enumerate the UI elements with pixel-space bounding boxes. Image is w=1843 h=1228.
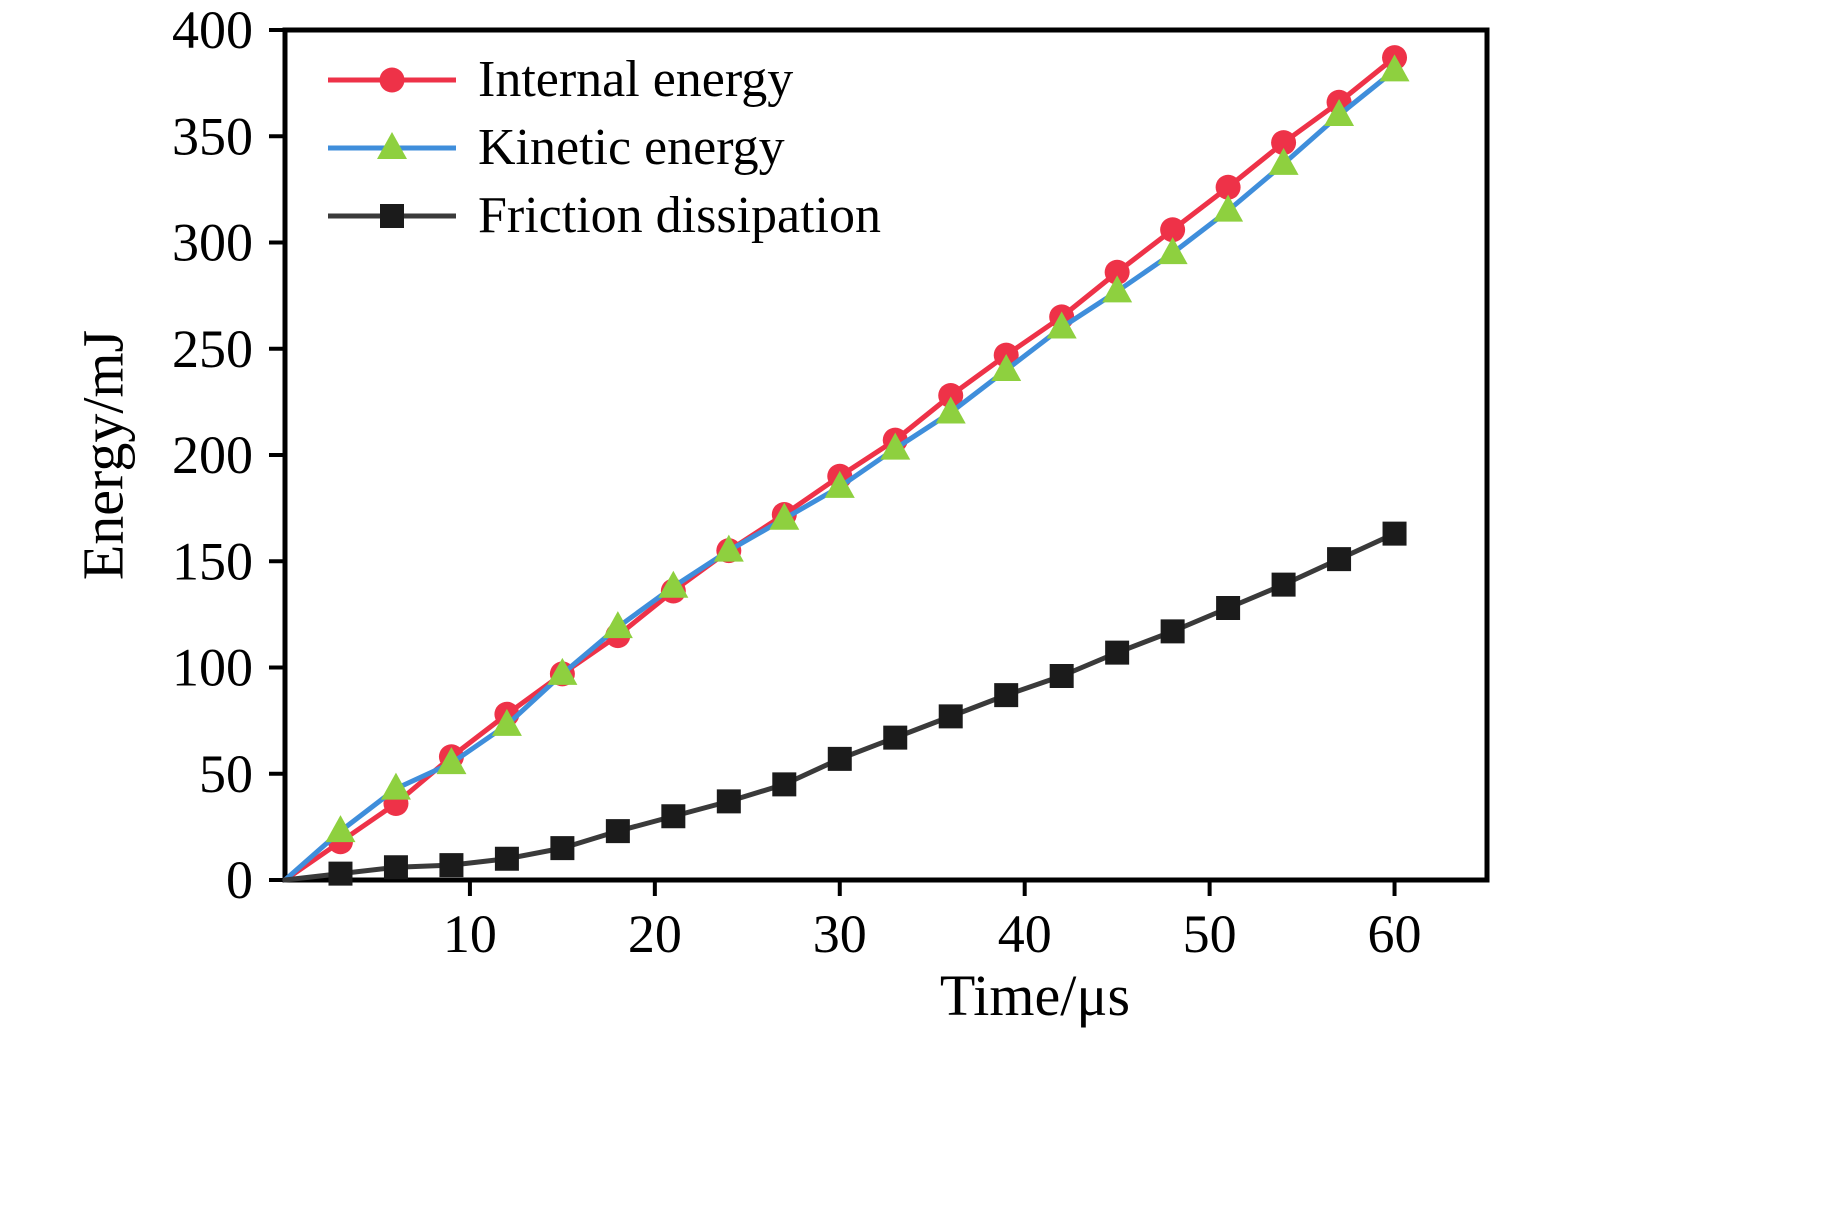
marker-kinetic-energy [602, 611, 633, 639]
marker-friction-dissipation [550, 836, 575, 861]
marker-kinetic-energy [824, 470, 855, 498]
legend-marker-kinetic-energy [377, 132, 407, 159]
legend: Internal energy Kinetic energy Friction … [328, 50, 881, 246]
x-axis-tick-label: 20 [628, 904, 682, 964]
series-kinetic-energy [282, 54, 1410, 883]
marker-kinetic-energy [325, 815, 356, 843]
x-axis-tick-label: 40 [998, 904, 1052, 964]
marker-kinetic-energy [491, 708, 522, 736]
marker-friction-dissipation [328, 861, 353, 886]
marker-kinetic-energy [1324, 99, 1355, 126]
marker-kinetic-energy [1046, 311, 1077, 339]
marker-friction-dissipation [827, 746, 852, 771]
internal-energy-line-marker-icon [328, 67, 456, 93]
marker-kinetic-energy [1268, 147, 1299, 175]
marker-internal-energy [938, 383, 964, 408]
y-axis-tick-label: 50 [199, 744, 253, 804]
series-friction-dissipation [282, 521, 1407, 886]
legend-label-kinetic-energy: Kinetic energy [478, 119, 785, 176]
marker-kinetic-energy [935, 396, 966, 424]
y-axis-tick-label: 400 [172, 0, 253, 60]
marker-kinetic-energy [1213, 194, 1244, 222]
marker-friction-dissipation [1105, 640, 1130, 665]
marker-friction-dissipation [1160, 619, 1185, 644]
x-axis-tick-label: 30 [813, 904, 867, 964]
marker-kinetic-energy [658, 570, 689, 598]
marker-friction-dissipation [938, 704, 963, 729]
x-axis-tick-label: 10 [443, 904, 497, 964]
legend-item-friction-dissipation: Friction dissipation [328, 186, 881, 246]
y-axis-tick-label: 100 [172, 638, 253, 698]
marker-kinetic-energy [769, 502, 800, 530]
legend-item-kinetic-energy: Kinetic energy [328, 118, 881, 178]
legend-label-internal-energy: Internal energy [478, 51, 794, 108]
marker-friction-dissipation [383, 855, 408, 880]
marker-kinetic-energy [713, 534, 744, 562]
marker-friction-dissipation [716, 789, 741, 814]
marker-kinetic-energy [547, 657, 578, 685]
marker-friction-dissipation [994, 683, 1019, 708]
marker-internal-energy [1271, 130, 1297, 156]
y-axis-tick-label: 350 [172, 106, 253, 166]
marker-kinetic-energy [1102, 275, 1133, 303]
marker-friction-dissipation [494, 846, 519, 871]
marker-kinetic-energy [436, 747, 467, 775]
x-axis-tick-label: 50 [1183, 904, 1237, 964]
marker-kinetic-energy [1157, 237, 1188, 265]
marker-kinetic-energy [1379, 54, 1410, 82]
marker-internal-energy [1160, 217, 1186, 243]
marker-internal-energy [1215, 174, 1241, 200]
marker-friction-dissipation [1382, 521, 1407, 546]
y-axis-tick-label: 300 [172, 213, 253, 273]
x-axis-tick-label: 60 [1368, 904, 1422, 964]
series-line-friction-dissipation [282, 531, 1398, 883]
x-axis-title: Time/μs [939, 963, 1131, 1028]
y-axis-tick-label: 0 [226, 850, 253, 910]
y-axis-tick-label: 150 [172, 531, 253, 591]
marker-friction-dissipation [605, 819, 630, 844]
marker-kinetic-energy [991, 354, 1022, 381]
marker-friction-dissipation [1327, 547, 1352, 572]
friction-dissipation-line-marker-icon [328, 204, 456, 228]
marker-friction-dissipation [439, 853, 464, 878]
plot-frame [282, 27, 1490, 883]
legend-marker-friction-dissipation [380, 204, 404, 228]
marker-friction-dissipation [661, 804, 686, 829]
marker-friction-dissipation [1271, 572, 1296, 597]
marker-kinetic-energy [880, 432, 911, 460]
y-axis-title: Energy/mJ [70, 329, 136, 581]
marker-friction-dissipation [1216, 596, 1241, 620]
marker-kinetic-energy [380, 772, 411, 800]
marker-internal-energy [1104, 259, 1130, 285]
legend-marker-internal-energy [379, 67, 405, 93]
y-axis-tick-label: 200 [172, 425, 253, 485]
kinetic-energy-line-marker-icon [328, 132, 456, 159]
legend-label-friction-dissipation: Friction dissipation [478, 187, 881, 244]
legend-item-internal-energy: Internal energy [328, 50, 881, 110]
marker-friction-dissipation [772, 772, 797, 797]
marker-friction-dissipation [1049, 664, 1074, 688]
marker-friction-dissipation [883, 725, 908, 750]
y-axis-tick-label: 250 [172, 319, 253, 379]
